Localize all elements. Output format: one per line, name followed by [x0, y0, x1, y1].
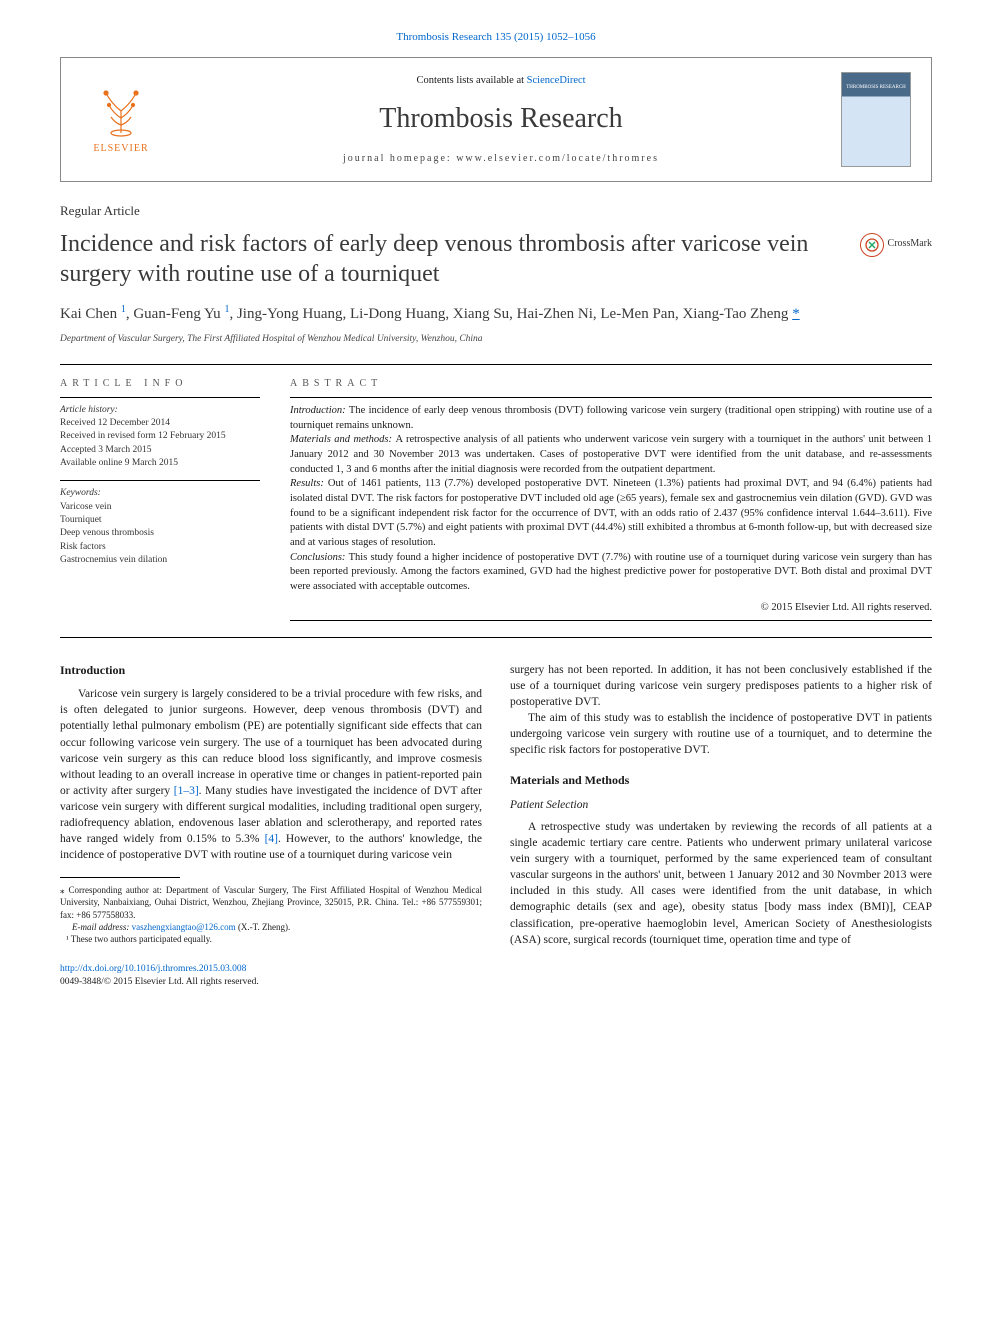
sep: , — [229, 306, 237, 322]
authors-line: Kai Chen 1, Guan-Feng Yu 1, Jing-Yong Hu… — [60, 303, 932, 325]
corresponding-author-footnote: ⁎ Corresponding author at: Department of… — [60, 884, 482, 920]
received-date: Received 12 December 2014 — [60, 417, 260, 430]
history-label: Article history: — [60, 404, 260, 417]
contents-prefix: Contents lists available at — [416, 75, 526, 86]
reference-link[interactable]: [4] — [265, 833, 278, 845]
body-paragraph: The aim of this study was to establish t… — [510, 710, 932, 758]
author-note-footnote: ¹ These two authors participated equally… — [60, 933, 482, 945]
info-abstract-row: ARTICLE INFO Article history: Received 1… — [60, 377, 932, 627]
rule — [60, 364, 932, 365]
citation-header: Thrombosis Research 135 (2015) 1052–1056 — [60, 30, 932, 45]
header-center: Contents lists available at ScienceDirec… — [161, 74, 841, 166]
article-info-heading: ARTICLE INFO — [60, 377, 260, 391]
author: Kai Chen — [60, 306, 121, 322]
body-paragraph: surgery has not been reported. In additi… — [510, 662, 932, 710]
title-text: Incidence and risk factors of early deep… — [60, 231, 808, 287]
footnotes: ⁎ Corresponding author at: Department of… — [60, 884, 482, 945]
rule — [60, 397, 260, 398]
body-text: Varicose vein surgery is largely conside… — [60, 688, 482, 797]
email-link[interactable]: vaszhengxiangtao@126.com — [132, 922, 236, 932]
abs-section-label: Materials and methods: — [290, 434, 396, 445]
body-columns: Introduction Varicose vein surgery is la… — [60, 662, 932, 990]
patient-selection-heading: Patient Selection — [510, 797, 932, 813]
doi-link[interactable]: http://dx.doi.org/10.1016/j.thromres.201… — [60, 964, 246, 974]
footnote-rule — [60, 877, 180, 878]
contents-line: Contents lists available at ScienceDirec… — [161, 74, 841, 89]
sciencedirect-link[interactable]: ScienceDirect — [527, 75, 586, 86]
journal-cover-thumbnail: THROMBOSIS RESEARCH — [841, 72, 911, 167]
keyword: Tourniquet — [60, 514, 260, 527]
citation-link[interactable]: Thrombosis Research 135 (2015) 1052–1056 — [396, 31, 595, 43]
left-column: Introduction Varicose vein surgery is la… — [60, 662, 482, 990]
methods-heading: Materials and Methods — [510, 772, 932, 789]
abstract-block: ABSTRACT Introduction: The incidence of … — [290, 377, 932, 627]
abs-text: This study found a higher incidence of p… — [290, 552, 932, 592]
body-paragraph: Varicose vein surgery is largely conside… — [60, 686, 482, 863]
corresponding-author-ref[interactable]: * — [792, 306, 800, 322]
crossmark-icon — [860, 233, 884, 257]
keywords-label: Keywords: — [60, 487, 260, 500]
rule — [60, 637, 932, 638]
elsevier-logo: ELSEVIER — [81, 75, 161, 165]
journal-homepage: journal homepage: www.elsevier.com/locat… — [161, 152, 841, 166]
rule — [290, 397, 932, 398]
author: Jing-Yong Huang, Li-Dong Huang, Xiang Su… — [237, 306, 792, 322]
author: Guan-Feng Yu — [133, 306, 224, 322]
affiliation: Department of Vascular Surgery, The Firs… — [60, 333, 932, 346]
abstract-body: Introduction: The incidence of early dee… — [290, 404, 932, 595]
abstract-copyright: © 2015 Elsevier Ltd. All rights reserved… — [290, 601, 932, 616]
cover-text: THROMBOSIS RESEARCH — [845, 84, 907, 91]
journal-name: Thrombosis Research — [161, 99, 841, 138]
elsevier-tree-icon — [91, 83, 151, 138]
doi-block: http://dx.doi.org/10.1016/j.thromres.201… — [60, 963, 482, 990]
rule — [290, 620, 932, 621]
abs-text: The incidence of early deep venous throm… — [290, 405, 932, 431]
crossmark-label: CrossMark — [888, 238, 932, 251]
online-date: Available online 9 March 2015 — [60, 457, 260, 470]
article-title: Incidence and risk factors of early deep… — [60, 229, 932, 289]
rule — [60, 480, 260, 481]
keyword: Deep venous thrombosis — [60, 527, 260, 540]
journal-header-box: ELSEVIER Contents lists available at Sci… — [60, 57, 932, 182]
elsevier-label: ELSEVIER — [93, 142, 148, 156]
email-footnote: E-mail address: vaszhengxiangtao@126.com… — [60, 921, 482, 933]
abstract-heading: ABSTRACT — [290, 377, 932, 391]
keyword: Varicose vein — [60, 501, 260, 514]
accepted-date: Accepted 3 March 2015 — [60, 444, 260, 457]
keyword: Gastrocnemius vein dilation — [60, 554, 260, 567]
body-paragraph: A retrospective study was undertaken by … — [510, 819, 932, 948]
abs-section-label: Introduction: — [290, 405, 349, 416]
abs-text: Out of 1461 patients, 113 (7.7%) develop… — [290, 478, 932, 548]
abs-section-label: Results: — [290, 478, 328, 489]
intro-heading: Introduction — [60, 662, 482, 679]
abs-section-label: Conclusions: — [290, 552, 349, 563]
reference-link[interactable]: [1–3] — [174, 785, 199, 797]
crossmark-badge[interactable]: CrossMark — [860, 233, 932, 257]
issn-copyright: 0049-3848/© 2015 Elsevier Ltd. All right… — [60, 977, 259, 987]
revised-date: Received in revised form 12 February 201… — [60, 430, 260, 443]
article-type: Regular Article — [60, 202, 932, 220]
article-info-block: ARTICLE INFO Article history: Received 1… — [60, 377, 260, 627]
keyword: Risk factors — [60, 541, 260, 554]
right-column: surgery has not been reported. In additi… — [510, 662, 932, 990]
